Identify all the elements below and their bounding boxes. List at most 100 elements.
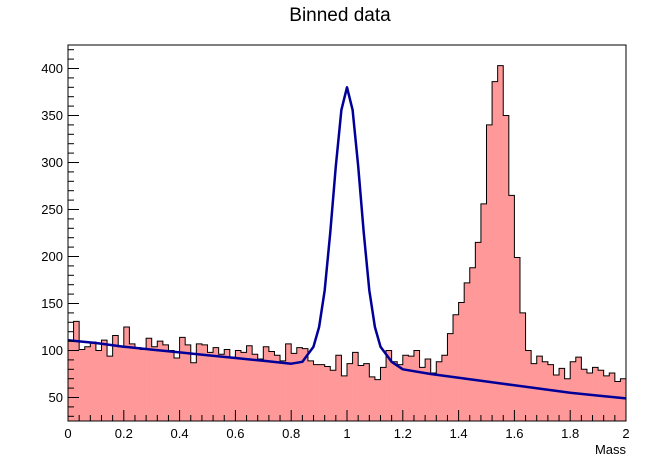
y-tick-label: 300	[41, 155, 63, 170]
histogram-bar	[425, 358, 431, 421]
histogram-bar	[363, 363, 370, 421]
y-tick-label: 150	[41, 296, 63, 311]
histogram-bar	[84, 346, 91, 421]
histogram-bar	[179, 337, 186, 421]
histogram-bar	[614, 381, 621, 421]
x-tick-label: 1.2	[394, 426, 412, 441]
histogram-bar	[570, 361, 577, 421]
histogram-bar	[274, 355, 281, 421]
histogram-bar	[157, 341, 164, 421]
histogram-bar	[324, 366, 331, 421]
x-tick-label: 0.4	[171, 426, 189, 441]
histogram-bar	[140, 349, 147, 421]
histogram-bar	[229, 357, 236, 421]
y-tick-label: 50	[49, 390, 63, 405]
histogram-bar	[168, 350, 175, 421]
histogram-bar	[330, 370, 337, 421]
axes: 0 0.2 0.4 0.6 0.8 1 1.2 1.4 1.6 1.8 25010015020025…	[41, 44, 630, 441]
histogram-bar	[492, 81, 498, 421]
histogram-bar	[129, 343, 136, 421]
x-tick-label: 1.6	[505, 426, 523, 441]
histogram-bar	[564, 378, 571, 421]
histogram-bar	[185, 344, 192, 421]
histogram-bar	[285, 343, 292, 421]
histogram-bar	[291, 353, 298, 421]
histogram-bar	[151, 346, 158, 421]
histogram-bar	[436, 361, 443, 421]
histogram-bar	[335, 355, 342, 421]
histogram-bar	[252, 354, 259, 421]
histogram-bar	[441, 355, 448, 421]
histogram-bar	[531, 363, 538, 421]
histogram-bar	[224, 349, 231, 421]
histogram-bar	[497, 65, 504, 422]
histogram-bar	[586, 373, 593, 421]
histogram-bar	[319, 364, 325, 421]
histogram-bar	[469, 267, 476, 421]
fit-line	[67, 86, 627, 400]
histogram-bar	[79, 349, 86, 421]
histogram-bar	[620, 378, 627, 421]
chart-title: Binned data	[289, 5, 391, 26]
histogram-bar	[374, 379, 381, 421]
histogram-bar	[302, 348, 309, 421]
histogram-bar	[514, 257, 521, 421]
histogram-bar	[123, 327, 130, 421]
histogram-bar	[240, 352, 247, 421]
histogram-bar	[235, 350, 242, 421]
histogram-bar	[508, 195, 515, 421]
histogram-bar	[190, 362, 197, 421]
histogram-bar	[201, 344, 208, 421]
histogram-bar	[453, 314, 459, 421]
histogram-bar	[268, 351, 275, 421]
histogram-bar	[218, 354, 225, 421]
histogram-bar	[90, 342, 97, 421]
histogram-bar	[196, 343, 203, 421]
x-tick-label: 1	[343, 426, 350, 441]
histogram-outline	[67, 65, 627, 421]
histogram-bar	[464, 282, 471, 421]
histogram-bar	[207, 352, 214, 421]
y-tick-label: 200	[41, 249, 63, 264]
histogram-bar	[525, 350, 532, 421]
x-tick-label: 1.4	[450, 426, 468, 441]
histogram-bar	[575, 357, 582, 421]
histogram-bar	[397, 364, 404, 421]
histogram-bar	[213, 347, 219, 421]
histogram-bar	[162, 344, 169, 421]
histogram-bar	[413, 350, 420, 421]
histogram-bar	[134, 347, 141, 421]
histogram-bar	[68, 341, 74, 421]
histogram-bar	[542, 361, 549, 421]
histogram-bar	[257, 358, 264, 421]
histogram-bar	[458, 302, 465, 421]
histogram-bar	[475, 242, 482, 421]
x-tick-label: 0.6	[226, 426, 244, 441]
histogram-bar	[419, 367, 426, 421]
histogram-bar	[307, 360, 314, 421]
histogram-bar	[352, 352, 359, 421]
y-tick-label: 350	[41, 108, 63, 123]
x-tick-label: 1.8	[561, 426, 579, 441]
x-tick-label: 0.2	[115, 426, 133, 441]
histogram-bar	[559, 368, 565, 421]
x-tick-label: 2	[622, 426, 629, 441]
x-tick-label: 0.8	[282, 426, 300, 441]
histogram-bar	[603, 375, 610, 421]
histogram-bar	[95, 350, 102, 421]
histogram-bar	[246, 345, 253, 421]
histogram-bar	[112, 335, 119, 421]
histogram-bar	[408, 356, 415, 421]
histogram-bar	[519, 312, 526, 421]
histogram-bar	[402, 355, 409, 421]
histogram-bar	[107, 356, 113, 421]
histogram-bar	[347, 363, 353, 421]
x-tick-label: 0	[64, 426, 71, 441]
histogram-bar	[73, 321, 80, 421]
histogram-bar	[553, 374, 560, 421]
histogram-bar	[313, 364, 320, 421]
histogram-bar	[118, 346, 125, 421]
histogram-bar	[486, 124, 493, 422]
histogram-bar	[391, 361, 398, 421]
